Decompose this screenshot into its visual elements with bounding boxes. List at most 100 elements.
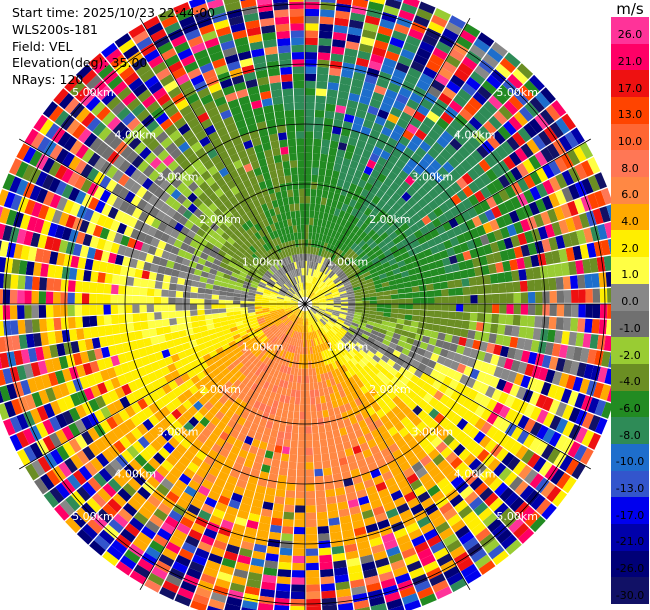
velocity-gate bbox=[398, 366, 408, 376]
velocity-gate bbox=[474, 482, 489, 496]
velocity-gate bbox=[190, 600, 208, 610]
velocity-gate bbox=[250, 365, 259, 374]
velocity-gate bbox=[288, 461, 297, 470]
velocity-gate bbox=[246, 413, 256, 423]
velocity-gate bbox=[312, 225, 318, 233]
velocity-gate bbox=[382, 286, 391, 292]
velocity-gate bbox=[305, 311, 308, 319]
velocity-gate bbox=[371, 366, 380, 375]
velocity-gate bbox=[364, 15, 381, 26]
velocity-gate bbox=[259, 515, 272, 525]
velocity-gate bbox=[402, 164, 414, 175]
velocity-gate bbox=[407, 141, 419, 153]
velocity-gate bbox=[294, 316, 299, 324]
velocity-gate bbox=[510, 196, 522, 210]
velocity-gate bbox=[175, 297, 183, 304]
velocity-gate bbox=[456, 295, 464, 304]
velocity-gate bbox=[340, 381, 348, 390]
velocity-gate bbox=[423, 270, 432, 279]
velocity-gate bbox=[184, 279, 193, 286]
velocity-gate bbox=[554, 330, 563, 344]
velocity-gate bbox=[306, 310, 310, 318]
velocity-gate bbox=[438, 92, 453, 106]
velocity-gate bbox=[565, 217, 576, 233]
velocity-gate bbox=[400, 416, 411, 427]
velocity-gate bbox=[187, 504, 201, 516]
velocity-gate bbox=[527, 453, 541, 469]
velocity-gate bbox=[325, 356, 332, 365]
velocity-gate bbox=[347, 296, 356, 300]
velocity-gate bbox=[394, 472, 406, 484]
velocity-gate bbox=[257, 342, 265, 350]
velocity-gate bbox=[523, 418, 536, 433]
velocity-gate bbox=[548, 431, 562, 447]
velocity-gate bbox=[440, 446, 453, 459]
velocity-gate bbox=[348, 250, 356, 258]
velocity-gate bbox=[429, 573, 446, 587]
velocity-gate bbox=[320, 446, 329, 455]
velocity-gate bbox=[381, 126, 393, 137]
velocity-gate bbox=[320, 0, 336, 4]
velocity-gate bbox=[319, 272, 325, 280]
velocity-gate bbox=[413, 15, 430, 28]
velocity-gate bbox=[459, 485, 474, 500]
velocity-gate bbox=[400, 180, 411, 192]
velocity-gate bbox=[238, 472, 250, 482]
velocity-gate bbox=[445, 398, 456, 410]
velocity-gate bbox=[480, 395, 491, 408]
velocity-gate bbox=[529, 391, 541, 406]
velocity-gate bbox=[585, 288, 593, 303]
velocity-gate bbox=[551, 343, 561, 357]
velocity-gate bbox=[407, 365, 418, 375]
velocity-gate bbox=[478, 106, 493, 120]
velocity-gate bbox=[197, 541, 213, 553]
velocity-gate bbox=[303, 311, 305, 319]
velocity-gate bbox=[268, 473, 278, 482]
velocity-gate bbox=[24, 275, 33, 290]
velocity-gate bbox=[113, 513, 129, 528]
velocity-gate bbox=[151, 489, 166, 502]
velocity-gate bbox=[364, 432, 374, 442]
velocity-gate bbox=[361, 425, 371, 436]
velocity-gate bbox=[204, 496, 218, 508]
velocity-gate bbox=[366, 350, 375, 359]
velocity-gate bbox=[519, 315, 528, 327]
velocity-gate bbox=[454, 319, 463, 329]
velocity-gate bbox=[406, 410, 417, 422]
velocity-gate bbox=[528, 201, 540, 216]
velocity-gate bbox=[496, 528, 513, 544]
velocity-gate bbox=[361, 310, 370, 314]
velocity-gate bbox=[563, 290, 572, 303]
velocity-gate bbox=[416, 378, 426, 389]
velocity-gate bbox=[317, 294, 325, 299]
velocity-gate bbox=[192, 438, 204, 450]
velocity-gate bbox=[337, 331, 345, 338]
velocity-gate bbox=[324, 481, 335, 491]
velocity-gate bbox=[190, 310, 198, 316]
velocity-gate bbox=[433, 310, 442, 318]
velocity-gate bbox=[579, 347, 590, 363]
velocity-gate bbox=[358, 43, 373, 54]
velocity-gate bbox=[418, 316, 427, 323]
velocity-gate bbox=[443, 507, 458, 521]
velocity-gate bbox=[347, 260, 356, 268]
velocity-gate bbox=[346, 205, 354, 214]
velocity-gate bbox=[421, 215, 432, 226]
velocity-gate bbox=[307, 310, 311, 318]
velocity-gate bbox=[332, 344, 339, 353]
velocity-gate bbox=[295, 390, 301, 398]
velocity-gate bbox=[573, 145, 587, 163]
velocity-gate bbox=[398, 293, 406, 299]
velocity-gate bbox=[392, 362, 402, 372]
velocity-gate bbox=[224, 603, 241, 610]
velocity-gate bbox=[305, 419, 312, 427]
velocity-gate bbox=[197, 298, 205, 304]
velocity-gate bbox=[437, 429, 450, 441]
velocity-gate bbox=[256, 529, 269, 539]
velocity-gate bbox=[462, 397, 474, 410]
velocity-gate bbox=[442, 341, 451, 351]
velocity-gate bbox=[244, 404, 253, 414]
velocity-gate bbox=[226, 311, 234, 317]
velocity-gate bbox=[396, 381, 406, 391]
velocity-gate bbox=[379, 328, 388, 335]
